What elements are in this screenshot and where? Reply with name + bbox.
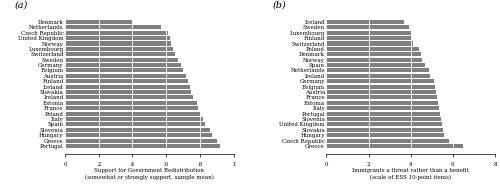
Bar	[65, 128, 210, 132]
Bar	[65, 41, 171, 46]
Bar	[326, 106, 439, 110]
Bar	[326, 95, 437, 99]
Bar	[65, 95, 193, 99]
Bar	[65, 112, 200, 116]
Bar	[65, 144, 220, 148]
Bar	[326, 85, 435, 89]
Bar	[326, 52, 421, 56]
Bar	[65, 69, 183, 73]
Bar	[65, 133, 212, 137]
Bar	[326, 63, 426, 67]
Bar	[326, 58, 422, 62]
Bar	[326, 90, 436, 94]
Bar	[65, 31, 168, 35]
Bar	[326, 133, 444, 137]
Bar	[65, 63, 182, 67]
Bar	[65, 36, 170, 40]
Bar	[65, 58, 178, 62]
Bar	[326, 101, 438, 105]
Bar	[326, 117, 442, 121]
Bar	[326, 79, 434, 83]
Bar	[65, 20, 132, 24]
Bar	[65, 90, 192, 94]
Bar	[65, 101, 196, 105]
Bar	[326, 47, 419, 51]
Bar	[326, 31, 410, 35]
Bar	[326, 20, 404, 24]
Bar	[65, 74, 186, 78]
Text: (a): (a)	[14, 0, 28, 9]
Bar	[326, 139, 448, 143]
X-axis label: Immigrants a threat rather than a benefit
(scale of ESS 10-point items): Immigrants a threat rather than a benefi…	[352, 168, 469, 179]
Bar	[326, 74, 430, 78]
X-axis label: Support for Government Redistribution
(somewhat or strongly support, sample mean: Support for Government Redistribution (s…	[85, 168, 214, 179]
Bar	[65, 25, 161, 29]
Bar	[65, 47, 173, 51]
Bar	[326, 25, 408, 29]
Bar	[326, 122, 442, 126]
Text: (b): (b)	[272, 0, 286, 9]
Bar	[326, 112, 440, 116]
Bar	[65, 52, 174, 56]
Bar	[65, 117, 203, 121]
Bar	[326, 36, 412, 40]
Bar	[326, 69, 428, 73]
Bar	[65, 79, 188, 83]
Bar	[65, 106, 198, 110]
Bar	[65, 139, 217, 143]
Bar	[65, 85, 190, 89]
Bar	[65, 122, 205, 126]
Bar	[326, 41, 413, 46]
Bar	[326, 128, 444, 132]
Bar	[326, 144, 464, 148]
